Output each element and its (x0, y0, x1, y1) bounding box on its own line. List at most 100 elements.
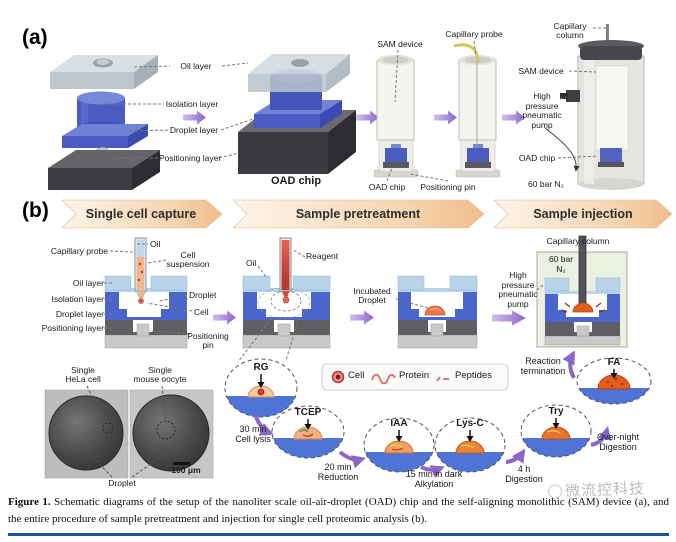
micrograph-droplet-label: Droplet (108, 478, 136, 488)
b-capillary-column-label: Capillary column (546, 236, 610, 246)
b-droplet-label: Droplet (189, 290, 217, 300)
stage-sample-pretreatment: Sample pretreatment (295, 207, 421, 221)
arrow-capture-to-pretreatment (213, 310, 236, 325)
droplet-layer-label: Droplet layer (169, 125, 219, 135)
oad-chip-under-label: OAD chip (368, 182, 406, 192)
reagent-rg-label: RG (253, 362, 269, 373)
positioning-layer-label: Positioning layer (158, 153, 222, 163)
arrow-chip-to-sam (356, 110, 379, 125)
pretreat-oil-label: Oil (246, 258, 257, 268)
reagent-fa-label: FA (607, 357, 621, 368)
cell-suspension-label-2: suspension (166, 259, 210, 269)
pump-label-3: pneumatic (522, 110, 562, 120)
arrow-reagent-to-incubation (350, 310, 374, 325)
arrow-exploded-to-assembled (183, 110, 206, 125)
pump-nozzle (566, 90, 580, 102)
b-isolation-layer-label: Isolation layer (51, 294, 104, 304)
panel-a-tag: (a) (22, 26, 48, 49)
figure-caption-prefix: Figure 1. (8, 496, 51, 508)
oil-layer-label: Oil layer (180, 61, 212, 71)
step-alkylation-2: Alkylation (414, 479, 454, 489)
step-digestion-2: Digestion (505, 474, 543, 484)
b-positioning-pin-label-2: pin (202, 340, 214, 350)
stage-sample-injection: Sample injection (533, 207, 633, 221)
exploded-leader-lines (103, 62, 257, 159)
protein-icon (371, 373, 396, 385)
bottom-rule (8, 533, 669, 536)
assembled-oad-chip (238, 54, 356, 174)
cell-suspension-label-1: Cell (180, 250, 196, 260)
capillary-column-label-2: column (556, 30, 584, 40)
b-pump-label-3: pneumatic (498, 289, 538, 299)
full-assembly-cylinder (544, 24, 645, 190)
scale-bar (173, 462, 190, 465)
figure-caption-text: Schematic diagrams of the setup of the n… (8, 496, 669, 525)
b-pump-label-4: pump (507, 298, 529, 309)
incubated-droplet-label-2: Droplet (358, 295, 386, 305)
reagent-iaa-label: IAA (390, 418, 408, 429)
b-pump-label-2: pressure (501, 279, 535, 290)
step-termination-1: Reaction (525, 356, 561, 366)
arrow-sam-to-probe (434, 110, 457, 125)
legend-cell-label: Cell (348, 370, 365, 381)
capillary-probe-tube (453, 43, 480, 63)
legend-peptides-label: Peptides (455, 370, 492, 381)
hela-micrograph (44, 389, 129, 479)
positioning-pin-label: Positioning pin (420, 182, 476, 192)
workflow-arrows (253, 350, 612, 478)
hela-label-1: Single (71, 365, 95, 375)
peptides-icon (436, 376, 449, 382)
oocyte-micrograph (129, 389, 214, 479)
n2-label: 60 bar N₂ (528, 179, 564, 189)
sam-device-cylinder (373, 49, 449, 182)
b-positioning-pin-label-1: Positioning (187, 331, 229, 341)
figure-caption: Figure 1. Schematic diagrams of the setu… (8, 494, 669, 527)
isolation-layer-label: Isolation layer (165, 99, 219, 109)
incubated-chip-diagram (395, 275, 478, 349)
b-n2-label-1: 60 bar (548, 254, 574, 264)
incubated-droplet (424, 305, 446, 316)
step-alkylation-1: 15 min in dark (405, 469, 463, 479)
watermark: 微流控科技 (547, 477, 646, 501)
legend-protein-label: Protein (399, 370, 430, 381)
b-oil-layer-label: Oil layer (72, 278, 104, 288)
incubated-droplet-label-1: Incubated (353, 286, 391, 296)
oocyte-label-1: Single (148, 365, 172, 375)
b-droplet-layer-label: Droplet layer (55, 309, 104, 319)
reagent-tcep-label: TCEP (294, 407, 322, 418)
scale-label: 100 μm (171, 465, 201, 475)
step-reduction-2: Reduction (317, 472, 359, 482)
pump-label-2: pressure (525, 100, 559, 111)
pump-label-1: High (533, 91, 551, 101)
b-positioning-layer-label: Positioning layer (41, 323, 104, 333)
step-overnight-1: Over-night (596, 432, 640, 442)
step-termination-2: termination (520, 366, 566, 376)
pretreatment-chip-diagram (237, 237, 331, 363)
injected-droplet (572, 302, 594, 313)
stage-banners (61, 199, 673, 229)
assembly-oad-chip-label: OAD chip (518, 153, 556, 163)
step-lysis-2: Cell lysis (235, 434, 271, 444)
watermark-text: 微流控科技 (564, 480, 646, 501)
b-n2-label-2: N₂ (556, 264, 566, 274)
reagent-droplet (282, 296, 290, 304)
reagent-label: Reagent (306, 251, 339, 261)
capillary-column-label-1: Capillary (553, 21, 587, 31)
arrow-probe-to-assembly (502, 110, 525, 125)
sam-device-label: SAM device (377, 39, 423, 49)
reagent-try-label: Try (548, 406, 564, 417)
injection-chip-diagram (536, 235, 628, 348)
capillary-probe-label: Capillary probe (445, 29, 503, 39)
exploded-oad-chip (48, 55, 160, 190)
panel-b-tag: (b) (22, 199, 49, 222)
capture-chip-diagram (104, 237, 193, 349)
arrow-incubation-to-injection (492, 310, 526, 326)
b-cell-label: Cell (194, 307, 209, 317)
b-oil-label: Oil (150, 239, 161, 249)
legend-box (321, 363, 509, 391)
reagent-lysc-label: Lys-C (456, 418, 484, 429)
assembly-sam-device-label: SAM device (518, 66, 564, 76)
watermark-logo-icon (547, 483, 563, 499)
pump-label-4: pump (531, 119, 553, 130)
